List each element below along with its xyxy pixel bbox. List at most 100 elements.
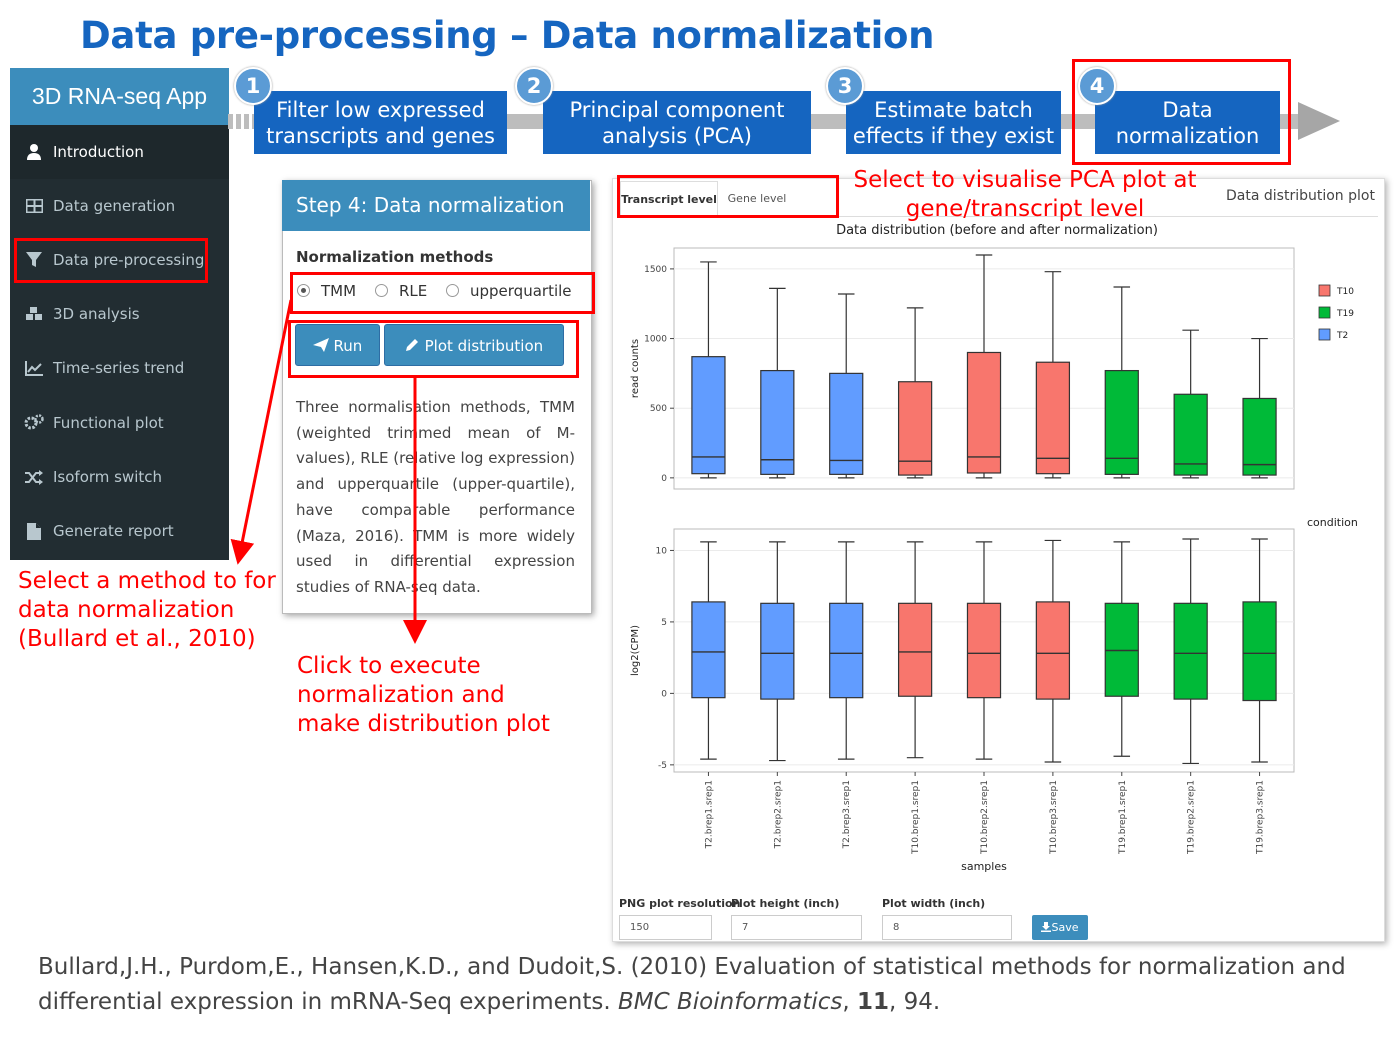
- step-4-number: 4: [1078, 67, 1116, 105]
- legend-label: T2: [1336, 331, 1348, 341]
- sidebar-item-label: Isoform switch: [53, 468, 163, 486]
- legend-swatch: [1318, 328, 1331, 341]
- sidebar-item-label: Data generation: [53, 197, 176, 215]
- plot-width-label: Plot width (inch): [882, 897, 986, 910]
- step-3-box: Estimate batch effects if they exist: [846, 91, 1061, 154]
- method-description: Three normalisation methods, TMM (weight…: [296, 398, 575, 596]
- y-tick-label: 10: [656, 546, 668, 556]
- plot-height-input[interactable]: 7: [731, 915, 862, 940]
- normalization-panel: [282, 180, 592, 614]
- box: [691, 601, 726, 699]
- x-tick-label: T2.brep1.srep1: [704, 780, 714, 849]
- user-icon: [24, 125, 44, 183]
- legend-label: T19: [1336, 309, 1354, 319]
- x-tick-label: T10.brep1.srep1: [911, 780, 921, 855]
- box: [1242, 601, 1277, 702]
- line-chart-icon: [24, 341, 44, 398]
- sidebar-item-label: Introduction: [53, 143, 144, 161]
- methods-highlight: [290, 272, 595, 314]
- box: [1173, 602, 1208, 700]
- cubes-icon: [24, 287, 44, 344]
- sidebar-item-generate-report[interactable]: Generate report: [10, 504, 229, 558]
- step-1-number: 1: [234, 67, 272, 105]
- box: [829, 372, 864, 475]
- box: [966, 351, 1002, 474]
- x-tick-label: T19.brep2.srep1: [1187, 780, 1197, 855]
- pencil-icon: [405, 337, 420, 355]
- annotation-select-method: Select a method to for data normalizatio…: [18, 568, 276, 652]
- png-resolution-label: PNG plot resolution: [619, 897, 741, 910]
- box: [691, 356, 726, 475]
- page-title: Data pre-processing – Data normalization: [80, 14, 935, 57]
- box: [1104, 369, 1139, 475]
- run-button[interactable]: Run: [295, 324, 380, 366]
- filter-icon: [24, 233, 44, 290]
- annotation-click-execute: Click to execute normalization and make …: [297, 653, 550, 737]
- box: [760, 369, 795, 475]
- radio-tmm-label: TMM: [321, 282, 357, 300]
- legend-title: condition: [1307, 516, 1358, 529]
- sidebar-item-functional-plot[interactable]: Functional plot: [10, 396, 229, 450]
- sidebar-item-introduction[interactable]: Introduction: [10, 125, 229, 179]
- sidebar-item-time-series-trend[interactable]: Time-series trend: [10, 341, 229, 395]
- step-progress-dash: [228, 114, 256, 129]
- sidebar-item-label: Data pre-processing: [53, 251, 205, 269]
- random-icon: [24, 450, 44, 507]
- legend-label: T10: [1336, 287, 1354, 297]
- x-tick-label: T19.brep3.srep1: [1256, 780, 1266, 855]
- y-axis-label: log2(CPM): [630, 625, 641, 676]
- box: [1173, 393, 1208, 476]
- y-tick-label: 0: [661, 689, 667, 699]
- step-2-line2: analysis (PCA): [602, 123, 752, 148]
- plot-distribution-button[interactable]: Plot distribution: [384, 324, 564, 366]
- gears-icon: [24, 396, 44, 453]
- radio-upperquartile[interactable]: [446, 284, 459, 297]
- box: [1104, 602, 1139, 697]
- radio-rle[interactable]: [375, 284, 388, 297]
- citation-journal: BMC Bioinformatics: [618, 989, 843, 1015]
- radio-rle-label: RLE: [399, 282, 428, 300]
- sidebar-item-data-pre-processing[interactable]: Data pre-processing: [10, 233, 229, 287]
- step-1-box: Filter low expressed transcripts and gen…: [254, 91, 507, 154]
- plot-panel-header: Data distribution plot: [1226, 188, 1375, 204]
- png-resolution-input[interactable]: 150: [619, 915, 712, 940]
- plot-width-input[interactable]: 8: [882, 915, 1012, 940]
- sidebar-item-isoform-switch[interactable]: Isoform switch: [10, 450, 229, 504]
- panel-title: Step 4: Data normalization: [296, 193, 565, 217]
- step-1-line2: transcripts and genes: [266, 123, 495, 148]
- step-3-line2: effects if they exist: [852, 123, 1055, 148]
- step-1-line1: Filter low expressed: [276, 97, 485, 122]
- box: [897, 602, 933, 697]
- y-axis-label: read counts: [630, 339, 641, 398]
- annotation-visualise-pca: Select to visualise PCA plot at gene/tra…: [853, 167, 1197, 222]
- tab-bar: [618, 180, 1378, 217]
- x-tick-label: T19.brep1.srep1: [1118, 780, 1128, 855]
- step-4-highlight: [1072, 59, 1291, 165]
- box: [829, 602, 864, 699]
- normalization-methods-label: Normalization methods: [296, 248, 494, 266]
- step-4-line2: normalization: [1115, 123, 1260, 148]
- tabs-highlight: [617, 175, 839, 218]
- tab-gene-level[interactable]: Gene level: [727, 192, 787, 205]
- run-button-label: Run: [333, 337, 363, 355]
- legend-swatch: [1318, 306, 1331, 319]
- table-icon: [24, 179, 44, 235]
- x-tick-label: T10.brep3.srep1: [1049, 780, 1059, 855]
- sidebar-item-3d-analysis[interactable]: 3D analysis: [10, 287, 229, 341]
- tab-transcript-level[interactable]: Transcript level: [620, 181, 718, 218]
- sidebar-item-data-generation[interactable]: Data generation: [10, 179, 229, 233]
- box: [1035, 601, 1071, 700]
- sidebar-item-label: Generate report: [53, 522, 174, 540]
- y-tick-label: 5: [661, 618, 667, 628]
- y-tick-label: -5: [658, 761, 667, 771]
- step-2-box: Principal component analysis (PCA): [543, 91, 811, 154]
- radio-tmm[interactable]: [297, 284, 310, 297]
- save-label: Save: [1051, 921, 1079, 934]
- panel-header: Step 4: Data normalization: [282, 180, 590, 231]
- y-tick-label: 500: [650, 404, 667, 414]
- save-button[interactable]: Save: [1032, 915, 1088, 940]
- box: [897, 381, 933, 476]
- plot-height-label: Plot height (inch): [731, 897, 840, 910]
- download-icon: [1041, 921, 1052, 934]
- data-distribution-chart: Data distribution (before and after norm…: [630, 223, 1358, 873]
